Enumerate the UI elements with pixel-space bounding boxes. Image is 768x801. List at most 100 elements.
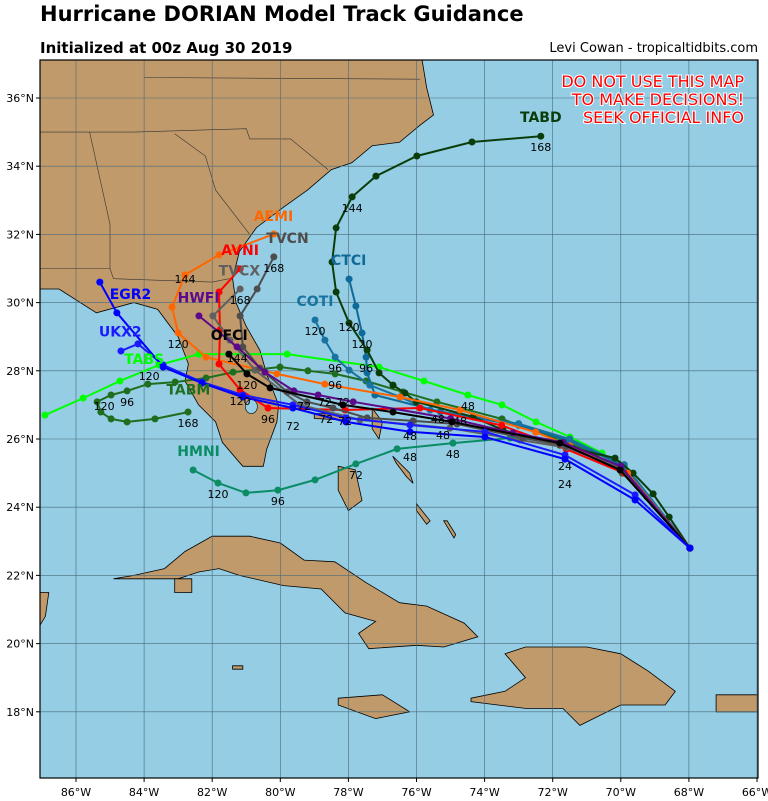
track-point	[416, 404, 424, 412]
forecast-hour-label: 48	[403, 451, 417, 464]
forecast-hour-label: 48	[436, 429, 450, 442]
model-tracks	[41, 132, 694, 552]
track-point	[556, 439, 564, 447]
track-point	[363, 346, 371, 354]
track-point	[266, 384, 274, 392]
land-cuba	[113, 535, 479, 650]
track-point	[184, 408, 192, 416]
lon-tick-label: 86°W	[61, 786, 91, 799]
track-point	[348, 193, 356, 201]
land-hispaniola	[470, 646, 676, 726]
lon-tick-label: 82°W	[197, 786, 227, 799]
track-point	[375, 369, 383, 377]
track-point	[113, 309, 121, 317]
track-point	[202, 353, 210, 361]
track-point	[464, 391, 472, 399]
track-point	[107, 391, 115, 399]
track-line	[98, 281, 691, 549]
track-point	[236, 285, 244, 293]
model-name-label: TABM	[166, 383, 210, 399]
track-point	[448, 418, 456, 426]
track-point	[79, 394, 87, 402]
track-point	[321, 380, 329, 388]
forecast-hour-label: 120	[305, 325, 326, 338]
track-point	[358, 329, 366, 337]
lon-tick-label: 74°W	[469, 786, 499, 799]
track-point	[611, 454, 619, 462]
track-point	[352, 302, 360, 310]
track-point	[345, 319, 353, 327]
map-frame	[39, 59, 759, 779]
track-point	[532, 418, 540, 426]
track-point	[215, 251, 223, 259]
track-point	[239, 393, 247, 401]
lat-tick-label: 22°N	[6, 569, 34, 582]
track-point	[174, 329, 182, 337]
forecast-hour-label: 72	[318, 396, 332, 409]
forecast-hour-label: 168	[263, 262, 284, 275]
forecast-hour-label: 48	[446, 448, 460, 461]
track-point	[406, 428, 414, 436]
track-point	[396, 393, 404, 401]
track-point	[236, 265, 244, 273]
track-point	[214, 479, 222, 487]
track-point	[243, 370, 251, 378]
track-point	[332, 224, 340, 232]
state-borders	[40, 77, 420, 283]
track-point	[93, 398, 101, 406]
model-name-label: OFCI	[211, 328, 248, 344]
track-point	[181, 271, 189, 279]
track-point	[329, 404, 337, 412]
track-point	[366, 381, 374, 389]
forecast-hour-label: 96	[328, 379, 342, 392]
init-time-subtitle: Initialized at 00z Aug 30 2019	[40, 39, 293, 57]
forecast-hour-label: 168	[530, 141, 551, 154]
track-point	[345, 275, 353, 283]
track-point	[363, 369, 371, 377]
track-point	[303, 398, 311, 406]
forecast-hour-label: 24	[558, 460, 572, 473]
track-point	[134, 340, 142, 348]
track-point	[481, 433, 489, 441]
track-point	[144, 380, 152, 388]
land-puerto-rico	[715, 694, 758, 713]
model-name-label: HWFI	[178, 291, 220, 307]
track-point	[229, 368, 237, 376]
model-name-label: HMNI	[177, 444, 220, 460]
track-point	[406, 421, 414, 429]
lat-tick-label: 24°N	[6, 501, 34, 514]
forecast-hour-label: 72	[338, 415, 352, 428]
forecast-hour-label: 72	[336, 396, 350, 409]
track-point	[236, 312, 244, 320]
track-point	[649, 490, 657, 498]
lon-tick-label: 72°W	[538, 786, 568, 799]
track-ofci	[225, 350, 694, 552]
lon-tick-label: 68°W	[674, 786, 704, 799]
track-point	[261, 368, 269, 376]
track-point	[209, 312, 217, 320]
track-point	[481, 428, 489, 436]
lat-tick-label: 30°N	[6, 297, 34, 310]
track-point	[314, 391, 322, 399]
forecast-hour-label: 168	[230, 294, 251, 307]
disclaimer: DO NOT USE THIS MAP TO MAKE DECISIONS! S…	[560, 71, 745, 128]
track-point	[665, 513, 673, 521]
model-name-label: AVNI	[221, 243, 259, 259]
forecast-hour-label: 144	[342, 202, 363, 215]
disclaimer-line-2: TO MAKE DECISIONS!	[571, 90, 744, 109]
forecast-hour-label: 48	[431, 413, 445, 426]
model-name-label: TVCN	[266, 231, 308, 247]
track-point	[321, 336, 329, 344]
axis-ticks: 86°W 84°W 82°W 80°W 78°W 76°W 74°W 72°W 70°W 68°W…	[6, 92, 768, 799]
forecast-hour-label: 120	[208, 488, 229, 501]
lat-tick-label: 32°N	[6, 228, 34, 241]
disclaimer-line-3: SEEK OFFICIAL INFO	[583, 108, 744, 127]
track-point	[393, 445, 401, 453]
track-point	[189, 466, 197, 474]
track-point	[537, 132, 545, 140]
state-border	[133, 128, 329, 170]
track-point	[331, 370, 339, 378]
track-point	[331, 353, 339, 361]
map-title: Hurricane DORIAN Model Track Guidance	[40, 2, 524, 26]
